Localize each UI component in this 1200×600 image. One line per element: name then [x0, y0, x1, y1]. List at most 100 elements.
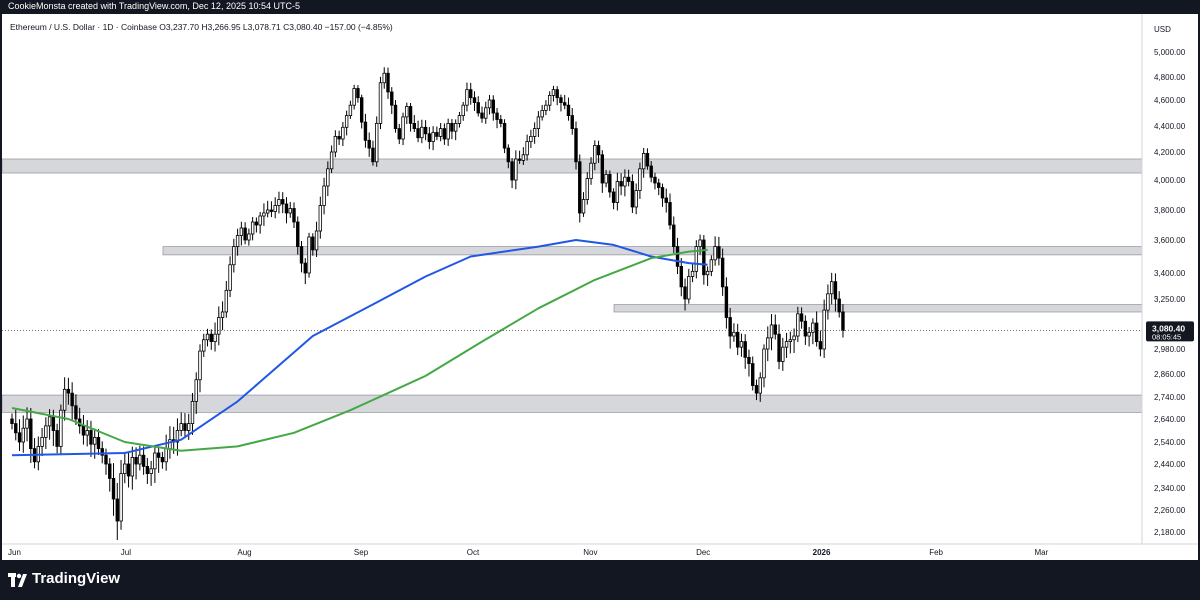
candle-body: [134, 456, 138, 465]
candle-body: [837, 298, 841, 313]
candle-body: [435, 132, 439, 137]
candle-body: [585, 178, 589, 200]
candle-body: [10, 418, 14, 424]
candle-body: [480, 112, 484, 119]
candle-body: [202, 339, 206, 352]
candle-body: [262, 212, 266, 217]
candle-body: [115, 498, 119, 522]
candle-body: [660, 187, 665, 199]
y-tick-label: 4,400.00: [1154, 122, 1186, 131]
candle-body: [747, 356, 751, 364]
candle-body: [145, 465, 150, 474]
candle-body: [239, 227, 244, 236]
candle-body: [811, 322, 815, 333]
candle-body: [446, 123, 450, 140]
candle-body: [724, 286, 729, 318]
y-tick-label: 5,000.00: [1154, 48, 1186, 57]
candle-body: [85, 430, 89, 436]
candle-body: [356, 88, 360, 99]
candle-body: [574, 128, 578, 163]
moving-average-blue-line: [11, 239, 708, 457]
candle-body: [175, 430, 180, 443]
candle-body: [487, 99, 492, 109]
candle-body: [547, 95, 552, 106]
candle-body: [348, 104, 353, 116]
candle-body: [525, 141, 529, 156]
candle-body: [641, 152, 646, 170]
candle-body: [683, 286, 687, 300]
candle-body: [777, 333, 781, 362]
candle-body: [108, 463, 112, 479]
candle-body: [442, 128, 447, 140]
candle-body: [687, 276, 691, 300]
candle-body: [626, 176, 631, 182]
candle-body: [453, 123, 458, 132]
candle-body: [743, 341, 747, 358]
candle-body: [465, 89, 469, 106]
candle-body: [555, 89, 559, 99]
candle-body: [269, 209, 274, 212]
candle-body: [796, 313, 800, 337]
candle-body: [111, 477, 116, 500]
candle-body: [25, 418, 29, 429]
candle-body: [66, 388, 71, 394]
candle-body: [694, 246, 699, 272]
candle-body: [194, 379, 198, 402]
candle-body: [303, 262, 307, 274]
candle-body: [250, 221, 255, 235]
plot-area[interactable]: [2, 14, 1142, 544]
candle-body: [702, 239, 706, 276]
candle-body: [566, 104, 571, 116]
candle-body: [183, 423, 187, 431]
candle-body: [608, 173, 612, 193]
y-tick-label: 2,540.00: [1154, 438, 1186, 447]
candle-body: [476, 102, 480, 114]
candle-body: [378, 82, 383, 124]
candle-body: [532, 128, 537, 137]
candle-body: [187, 423, 191, 431]
candle-body: [292, 208, 296, 223]
candle-body: [401, 116, 405, 140]
candle-body: [217, 317, 221, 335]
candle-body: [40, 436, 44, 447]
candle-body: [461, 104, 465, 116]
candle-body: [81, 425, 86, 436]
y-tick-label: 4,600.00: [1154, 96, 1186, 105]
candle-body: [21, 427, 25, 443]
y-tick-label: 2,180.00: [1154, 528, 1186, 537]
candle-body: [243, 227, 247, 241]
candle-body: [412, 123, 417, 130]
candle-body: [762, 348, 766, 379]
candle-body: [679, 265, 683, 288]
candle-body: [344, 115, 349, 128]
support-resistance-zone: [613, 304, 1143, 313]
chart-panel[interactable]: USD 5,000.00 4,800.00 4,600.00 4,400.00 4,200…: [2, 14, 1198, 560]
candle-body: [119, 473, 123, 522]
candle-body: [792, 335, 796, 341]
candle-body: [254, 221, 259, 226]
candle-body: [634, 190, 638, 208]
candle-body: [720, 257, 725, 288]
candle-body: [491, 99, 495, 114]
candle-body: [51, 416, 56, 431]
candle-body: [758, 377, 762, 394]
candle-body: [405, 106, 409, 118]
candle-body: [529, 136, 533, 143]
price-chart[interactable]: USD 5,000.00 4,800.00 4,600.00 4,400.00 4,200…: [2, 14, 1198, 560]
candle-body: [126, 463, 131, 477]
candle-body: [416, 128, 420, 139]
candle-body: [773, 324, 777, 335]
candle-body: [427, 133, 432, 143]
candle-body: [784, 341, 789, 348]
candle-body: [70, 392, 74, 407]
candle-body: [469, 89, 473, 99]
candle-body: [781, 346, 785, 362]
candle-body: [382, 72, 386, 84]
candle-body: [74, 405, 78, 420]
candle-body: [281, 199, 285, 205]
candle-body: [457, 115, 462, 124]
candle-body: [510, 161, 514, 181]
countdown-label: 08:05:45: [1152, 332, 1181, 341]
candle-body: [359, 97, 364, 123]
candle-body: [288, 208, 292, 214]
